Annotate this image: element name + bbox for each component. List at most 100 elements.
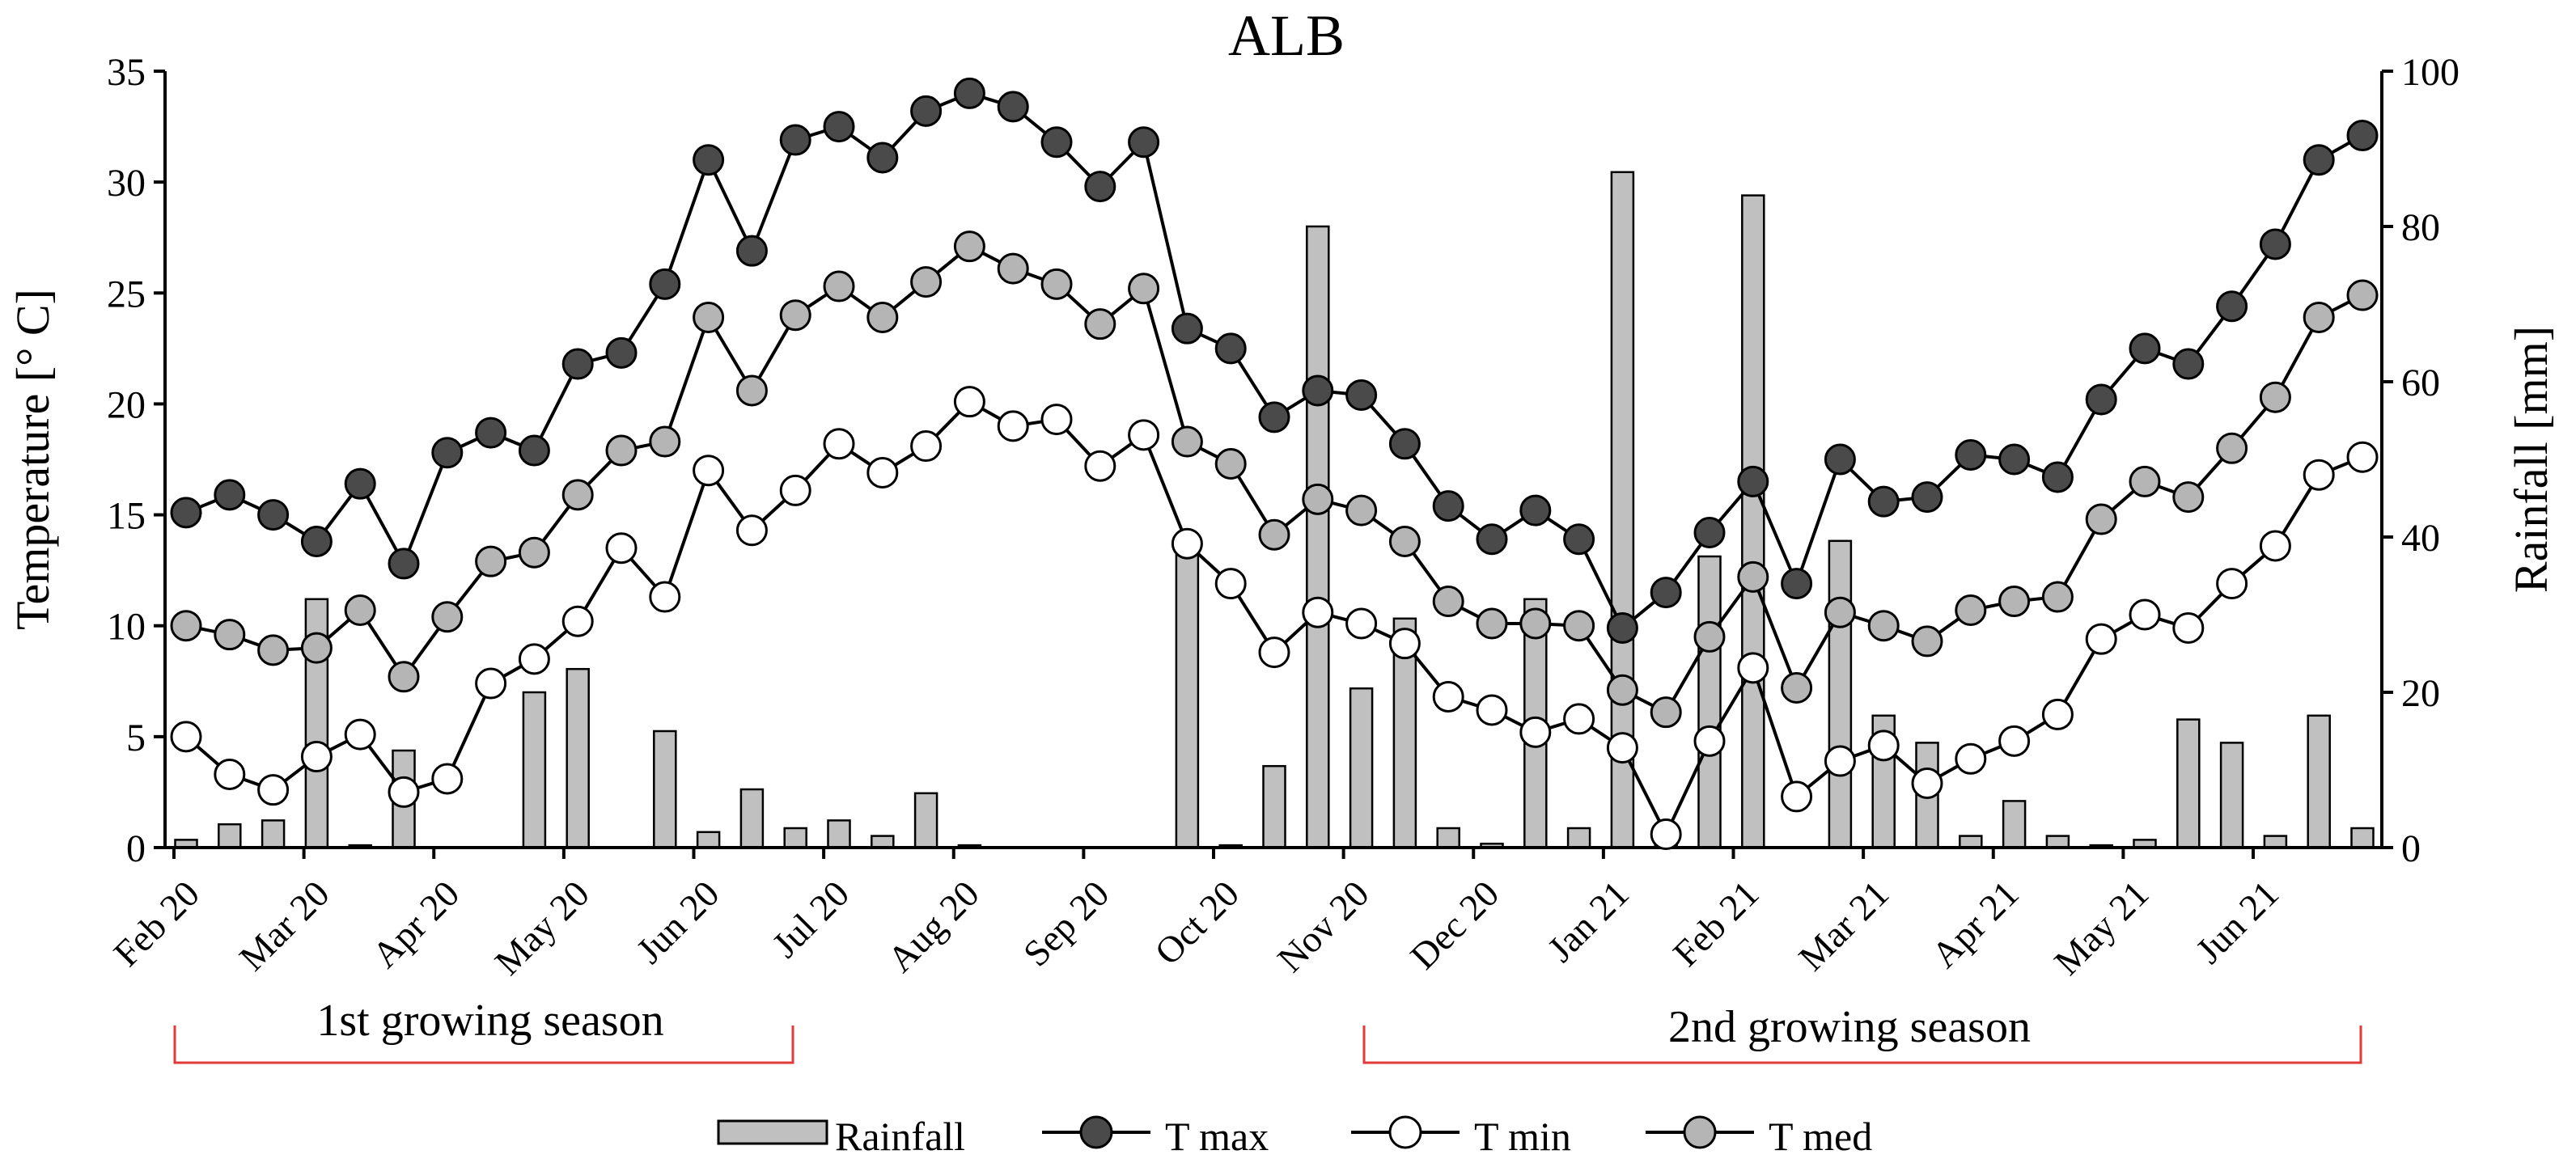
t-med-point (518, 536, 550, 569)
right-tick-label: 80 (2401, 206, 2440, 249)
t-max-point (388, 548, 420, 580)
t-max-point (997, 91, 1029, 123)
t-med-point (605, 434, 638, 467)
t-max-point (1084, 171, 1116, 203)
t-min-point (1824, 745, 1856, 777)
t-med-point (475, 545, 507, 577)
rainfall-bar (2263, 835, 2288, 849)
t-max-point (1388, 428, 1421, 460)
t-max-point (953, 77, 985, 109)
rainfall-bar (739, 788, 765, 849)
x-tick-label: May 21 (2046, 873, 2156, 983)
t-min-point (1302, 596, 1334, 628)
t-med-point (1084, 308, 1116, 340)
t-min-point (475, 667, 507, 700)
left-tick-label: 5 (126, 717, 146, 759)
t-med-point (823, 270, 855, 302)
t-max-point (1650, 577, 1682, 609)
t-min-point (2216, 568, 2248, 600)
t-med-point (170, 610, 202, 642)
t-max-point (1128, 126, 1160, 159)
t-med-point (2129, 465, 2161, 497)
x-tick-label: Jun 21 (2188, 873, 2286, 971)
t-max-point (431, 437, 464, 469)
legend-tmax-marker (1079, 1115, 1113, 1149)
t-min-point (823, 428, 855, 460)
left-tick-label: 30 (107, 162, 146, 205)
t-med-point (1955, 594, 1987, 627)
t-med-point (997, 252, 1029, 285)
t-med-point (1867, 610, 1900, 642)
t-max-point (1998, 443, 2031, 476)
y-axis-left-label: Temperature [° C] (6, 289, 59, 630)
rainfall-bar (871, 835, 895, 849)
t-min-point (1040, 404, 1073, 436)
left-tick-label: 0 (126, 827, 146, 870)
t-med-point (1388, 525, 1421, 557)
t-min-point (1606, 732, 1638, 764)
t-min-point (997, 410, 1029, 442)
rainfall-bar (2350, 827, 2375, 849)
t-med-point (257, 634, 290, 666)
t-min-point (1345, 607, 1378, 640)
t-max-point (561, 348, 594, 380)
left-tick-label: 15 (107, 495, 146, 538)
rainfall-bar (2002, 800, 2027, 849)
t-max-point (2041, 461, 2074, 493)
t-min-point (1955, 742, 1987, 775)
t-med-point (1432, 586, 1464, 618)
t-min-point (1084, 450, 1116, 482)
t-min-point (1388, 628, 1421, 660)
t-max-point (344, 467, 376, 500)
t-med-point (300, 632, 333, 664)
legend-tmin-label: T min (1474, 1114, 1571, 1159)
t-min-point (605, 532, 638, 565)
t-max-point (1867, 485, 1900, 518)
t-max-point (1171, 312, 1203, 345)
t-max-point (693, 144, 725, 176)
t-med-point (2303, 301, 2335, 333)
left-tick-label: 20 (107, 383, 146, 426)
right-tick-label: 100 (2401, 51, 2459, 94)
t-max-point (170, 497, 202, 529)
rainfall-bar (1566, 827, 1591, 849)
rainfall-bar (1262, 764, 1286, 849)
t-max-point (2085, 383, 2117, 416)
rainfall-bar (653, 730, 677, 849)
left-tick-label: 10 (107, 606, 146, 649)
t-max-point (910, 95, 943, 127)
first-season-bracket (173, 1026, 794, 1064)
rainfall-bar (783, 827, 807, 849)
t-min-point (1867, 730, 1900, 762)
t-min-point (1563, 703, 1595, 735)
t-med-point (1171, 425, 1203, 458)
t-med-point (1040, 268, 1073, 300)
bars-layer (174, 171, 2375, 849)
left-ticks: 0 5 10 15 20 25 30 35 (107, 51, 165, 870)
t-min-point (2172, 611, 2205, 644)
right-tick-label: 0 (2401, 827, 2421, 870)
rainfall-bar (1697, 555, 1722, 849)
t-max-point (214, 479, 246, 511)
rainfall-bar (913, 792, 938, 849)
t-med-point (431, 601, 464, 633)
rainfall-bar (522, 691, 547, 849)
t-med-point (779, 299, 811, 332)
t-med-point (2259, 381, 2291, 413)
legend-tmed-label: T med (1769, 1114, 1872, 1159)
rainfall-bar (261, 819, 286, 849)
t-med-point (2041, 581, 2074, 613)
t-med-point (2346, 279, 2379, 311)
t-min-point (170, 721, 202, 753)
t-min-point (1693, 725, 1726, 757)
t-max-point (779, 124, 811, 156)
right-tick-label: 40 (2401, 517, 2440, 560)
t-min-point (735, 514, 768, 547)
t-max-point (2216, 290, 2248, 323)
x-tick-label: Aug 20 (879, 873, 987, 980)
t-max-point (1563, 523, 1595, 556)
rainfall-bar (1436, 827, 1460, 849)
rainfall-bar (218, 823, 242, 849)
x-tick-label: Mar 20 (231, 873, 337, 979)
